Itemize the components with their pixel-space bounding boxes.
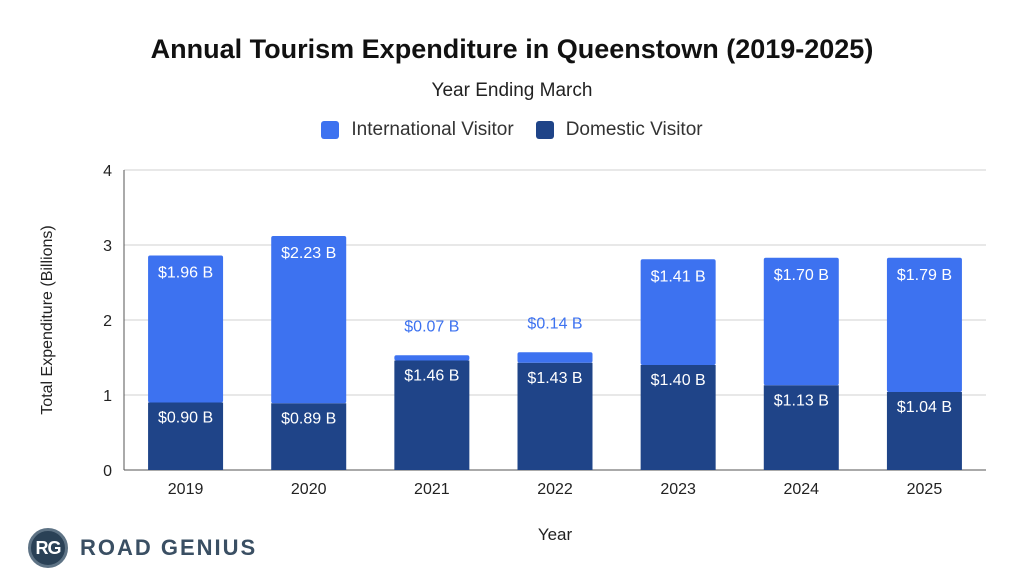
bar-international-2021: [394, 355, 470, 361]
y-tick-label: 0: [103, 463, 112, 480]
bar-international-2020: [271, 236, 347, 404]
data-label-domestic: $0.90 B: [158, 410, 213, 427]
data-label-domestic: $1.13 B: [774, 392, 829, 409]
y-axis-label: Total Expenditure (Billions): [39, 225, 56, 414]
brand-logo: RG ROAD GENIUS: [28, 528, 257, 568]
bar-international-2023: [640, 259, 716, 365]
y-tick-label: 3: [103, 238, 112, 255]
data-label-international: $2.23 B: [281, 245, 336, 262]
y-tick-label: 4: [103, 163, 112, 180]
data-label-domestic: $0.89 B: [281, 410, 336, 427]
data-label-domestic: $1.46 B: [404, 368, 459, 385]
data-label-domestic: $1.40 B: [651, 372, 706, 389]
chart-legend: International Visitor Domestic Visitor: [0, 119, 1024, 141]
legend-item-international: International Visitor: [321, 119, 514, 141]
bar-international-2024: [763, 257, 839, 386]
x-tick-label: 2023: [660, 481, 696, 498]
data-label-domestic: $1.04 B: [897, 399, 952, 416]
legend-label-domestic: Domestic Visitor: [565, 119, 703, 140]
data-label-international: $1.70 B: [774, 267, 829, 284]
bar-domestic-2023: [640, 365, 716, 470]
chart-title: Annual Tourism Expenditure in Queenstown…: [150, 34, 874, 64]
x-tick-label: 2024: [783, 481, 819, 498]
legend-swatch-domestic: [535, 121, 554, 139]
legend-swatch-international: [321, 121, 340, 139]
bar-domestic-2025: [886, 392, 962, 470]
x-tick-label: 2022: [537, 481, 573, 498]
legend-label-international: International Visitor: [351, 119, 514, 140]
x-tick-label: 2025: [907, 481, 943, 498]
bar-domestic-2024: [763, 385, 839, 470]
data-label-international: $1.79 B: [897, 267, 952, 284]
bar-domestic-2022: [517, 362, 593, 470]
bar-international-2022: [517, 352, 593, 363]
bar-domestic-2021: [394, 360, 470, 470]
brand-badge-icon: RG: [28, 528, 68, 568]
data-label-international: $0.14 B: [527, 315, 582, 332]
bar-international-2019: [148, 255, 224, 403]
y-tick-label: 2: [103, 313, 112, 330]
data-label-international: $0.07 B: [404, 318, 459, 335]
data-label-international: $1.96 B: [158, 265, 213, 282]
brand-name: ROAD GENIUS: [80, 535, 258, 560]
chart-subtitle: Year Ending March: [431, 80, 593, 101]
x-tick-label: 2019: [168, 481, 204, 498]
legend-item-domestic: Domestic Visitor: [535, 119, 703, 141]
y-tick-label: 1: [103, 388, 112, 405]
bar-domestic-2020: [271, 403, 347, 470]
data-label-domestic: $1.43 B: [527, 370, 582, 387]
x-tick-label: 2020: [291, 481, 327, 498]
x-tick-label: 2021: [414, 481, 450, 498]
bar-domestic-2019: [148, 402, 224, 470]
x-axis-label: Year: [538, 525, 573, 544]
data-label-international: $1.41 B: [651, 268, 706, 285]
bar-international-2025: [886, 257, 962, 392]
